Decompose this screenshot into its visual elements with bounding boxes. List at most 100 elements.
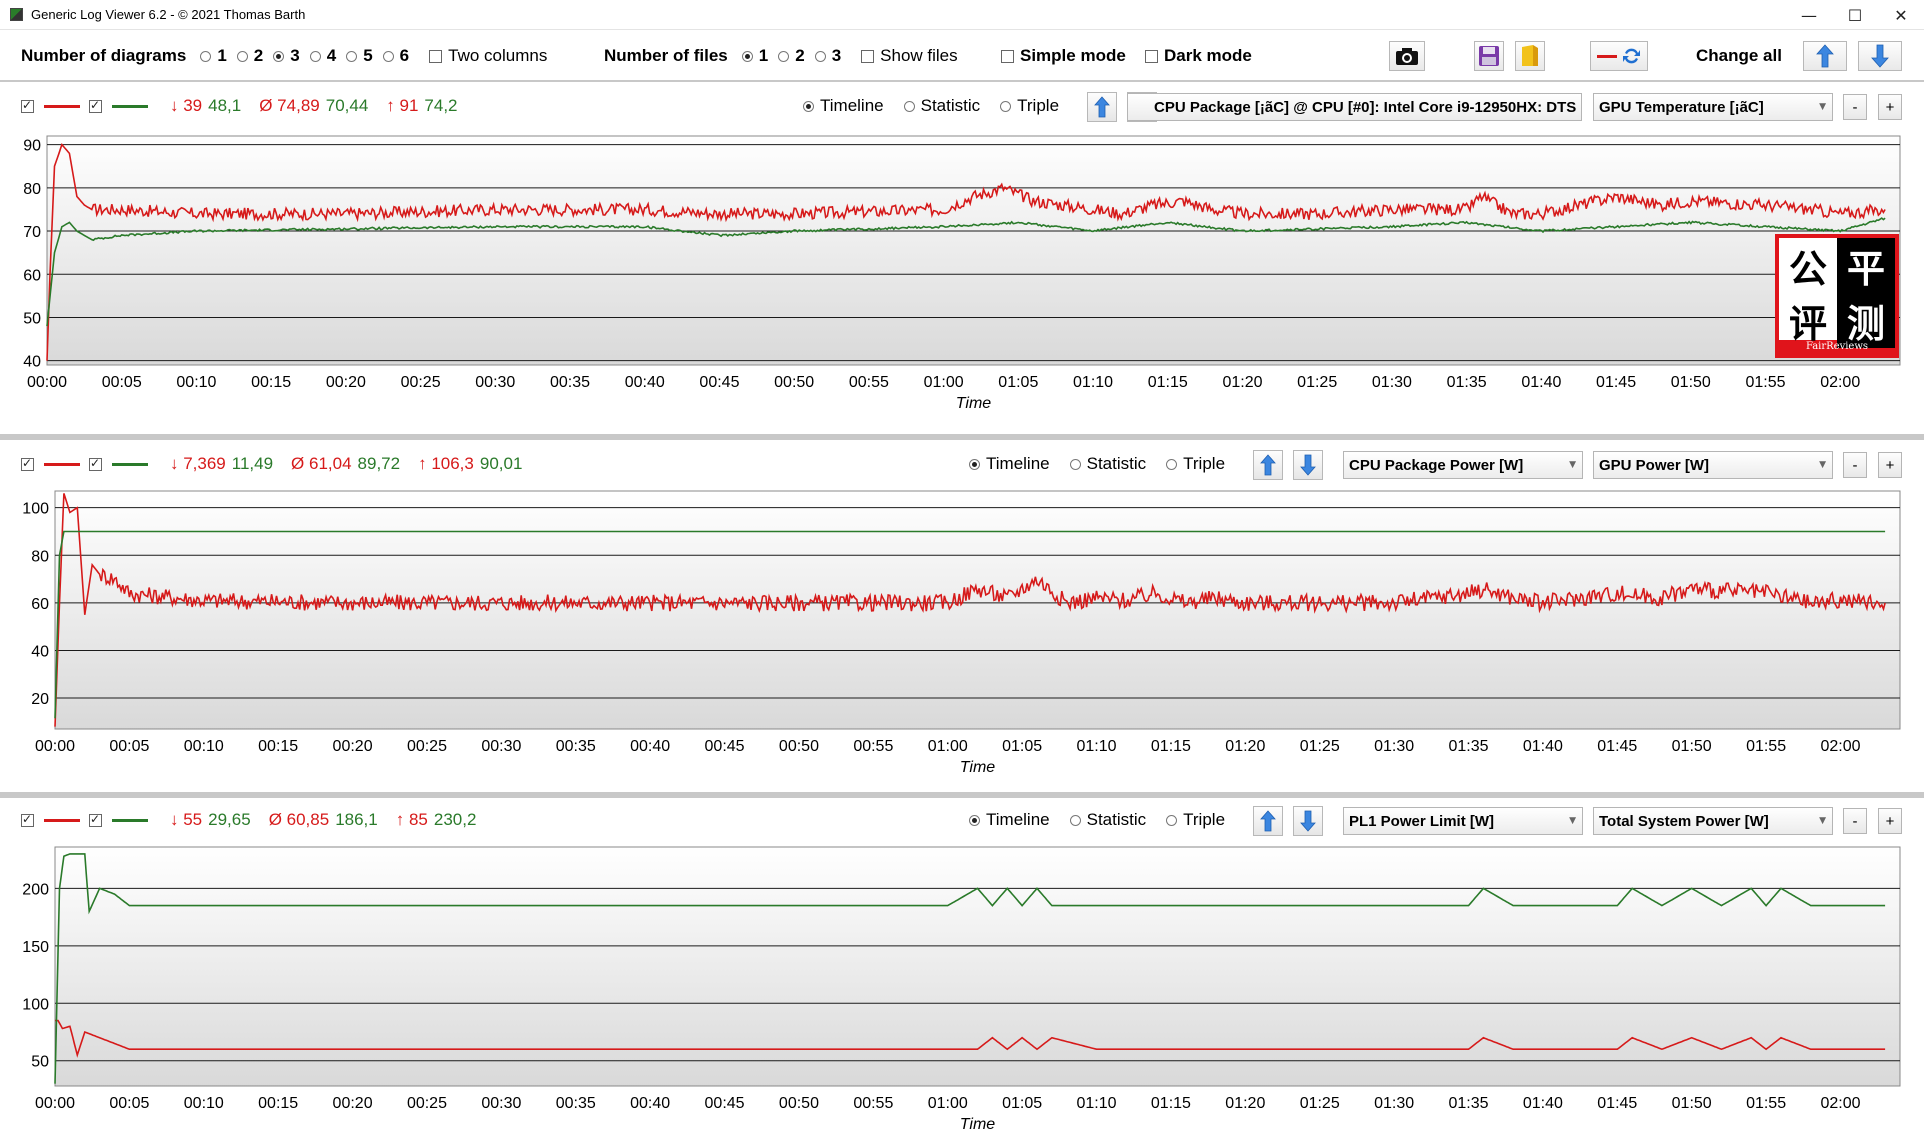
series-1-toggle[interactable] xyxy=(21,800,80,840)
y-tick-label: 50 xyxy=(31,1054,49,1071)
move-down-button[interactable] xyxy=(1293,806,1323,836)
checkbox-icon xyxy=(1145,49,1158,63)
series-2-select[interactable]: GPU Power [W] ▼ xyxy=(1593,451,1833,479)
arrow-down-icon xyxy=(1300,454,1316,476)
view-mode-group: Timeline Statistic Triple xyxy=(969,444,1245,484)
red-line-swatch xyxy=(44,818,80,822)
option-label: 4 xyxy=(326,46,337,65)
diagrams-group: Number of diagrams 1 2 3 4 5 6 Two colum… xyxy=(21,30,547,82)
mode-statistic-radio[interactable]: Statistic xyxy=(1069,810,1146,830)
x-tick-label: 01:15 xyxy=(1148,374,1188,391)
x-tick-label: 01:30 xyxy=(1372,374,1412,391)
logo-character: 测 xyxy=(1837,293,1895,348)
y-tick-label: 100 xyxy=(22,501,49,518)
change-all-up-button[interactable] xyxy=(1803,41,1847,71)
move-down-button[interactable] xyxy=(1293,450,1323,480)
move-up-button[interactable] xyxy=(1253,806,1283,836)
diagrams-option-2[interactable]: 2 xyxy=(236,46,263,66)
chart-1: 40 50 60 70 80 90 00:00 00:05 00:10 00:15 00:20 00:… xyxy=(23,135,1901,412)
x-tick-label: 00:10 xyxy=(184,1095,224,1112)
y-tick-label: 90 xyxy=(23,138,41,155)
x-tick-label: 01:00 xyxy=(928,1095,968,1112)
show-files-label: Show files xyxy=(880,46,958,65)
add-series-button[interactable]: + xyxy=(1878,452,1902,478)
diagrams-option-1[interactable]: 1 xyxy=(200,46,227,66)
move-up-button[interactable] xyxy=(1253,450,1283,480)
stat-max-series-1: ↑ 91 xyxy=(386,96,419,115)
screenshot-button[interactable] xyxy=(1389,41,1425,71)
mode-triple-radio[interactable]: Triple xyxy=(1166,810,1225,830)
mode-timeline-radio[interactable]: Timeline xyxy=(969,454,1050,474)
mode-timeline-radio[interactable]: Timeline xyxy=(969,810,1050,830)
x-tick-label: 00:30 xyxy=(475,374,515,391)
stat-avg-series-2: 70,44 xyxy=(325,96,369,115)
diagrams-option-3[interactable]: 3 xyxy=(273,46,300,66)
diagrams-option-4[interactable]: 4 xyxy=(309,46,337,66)
arrow-down-icon xyxy=(1300,810,1316,832)
move-up-button[interactable] xyxy=(1087,92,1117,122)
minimize-icon[interactable]: — xyxy=(1801,5,1817,25)
files-option-3[interactable]: 3 xyxy=(814,46,841,66)
radio-selected-icon xyxy=(803,100,814,112)
two-columns-checkbox[interactable]: Two columns xyxy=(429,46,547,66)
remove-series-button[interactable]: - xyxy=(1843,94,1867,120)
series-1-select[interactable]: CPU Package [¡ãC] @ CPU [#0]: Intel Core… xyxy=(1127,93,1582,121)
series-2-select[interactable]: Total System Power [W] ▼ xyxy=(1593,807,1833,835)
panel-separator xyxy=(0,792,1924,798)
x-tick-label: 01:40 xyxy=(1523,738,1563,755)
maximize-icon[interactable]: ☐ xyxy=(1847,5,1863,25)
view-mode-group: Timeline Statistic Triple xyxy=(969,800,1245,840)
series-1-select[interactable]: PL1 Power Limit [W] ▼ xyxy=(1343,807,1583,835)
dark-mode-checkbox[interactable]: Dark mode xyxy=(1145,30,1252,82)
series-2-toggle[interactable] xyxy=(89,86,148,126)
mode-statistic-radio[interactable]: Statistic xyxy=(903,96,980,116)
x-tick-label: 01:30 xyxy=(1374,1095,1414,1112)
x-tick-label: 00:20 xyxy=(326,374,366,391)
x-tick-label: 00:35 xyxy=(550,374,590,391)
window-title: Generic Log Viewer 6.2 - © 2021 Thomas B… xyxy=(31,7,306,22)
y-tick-label: 50 xyxy=(23,310,41,327)
files-option-1[interactable]: 1 xyxy=(741,46,768,66)
open-file-button[interactable] xyxy=(1515,41,1545,71)
mode-statistic-radio[interactable]: Statistic xyxy=(1069,454,1146,474)
checkbox-checked-icon xyxy=(89,456,102,471)
mode-triple-label: Triple xyxy=(1183,810,1226,829)
x-tick-label: 01:20 xyxy=(1225,738,1265,755)
simple-mode-checkbox[interactable]: Simple mode xyxy=(1001,30,1126,82)
mode-triple-radio[interactable]: Triple xyxy=(1166,454,1225,474)
add-series-button[interactable]: + xyxy=(1878,94,1902,120)
swap-colors-button[interactable] xyxy=(1590,41,1648,71)
series-line-2 xyxy=(54,853,1886,1084)
radio-icon xyxy=(1069,814,1081,826)
files-option-2[interactable]: 2 xyxy=(778,46,805,66)
series-1-toggle[interactable] xyxy=(21,444,80,484)
dark-mode-label: Dark mode xyxy=(1164,46,1252,65)
radio-selected-icon xyxy=(741,50,753,62)
show-files-checkbox[interactable]: Show files xyxy=(861,46,958,66)
remove-series-button[interactable]: - xyxy=(1843,452,1867,478)
radio-icon xyxy=(814,50,826,62)
series-1-toggle[interactable] xyxy=(21,86,80,126)
radio-icon xyxy=(1166,458,1178,470)
chevron-down-icon: ▼ xyxy=(1819,460,1826,470)
series-2-select[interactable]: GPU Temperature [¡ãC] ▼ xyxy=(1593,93,1833,121)
stat-avg-series-1: Ø 61,04 xyxy=(291,454,352,473)
add-series-button[interactable]: + xyxy=(1878,808,1902,834)
option-label: 5 xyxy=(363,46,373,65)
diagrams-option-5[interactable]: 5 xyxy=(346,46,373,66)
x-tick-label: 01:25 xyxy=(1300,1095,1340,1112)
series-1-select[interactable]: CPU Package Power [W] ▼ xyxy=(1343,451,1583,479)
close-icon[interactable]: ✕ xyxy=(1894,5,1908,25)
mode-timeline-radio[interactable]: Timeline xyxy=(803,96,884,116)
series-2-toggle[interactable] xyxy=(89,800,148,840)
series-2-toggle[interactable] xyxy=(89,444,148,484)
x-tick-label: 00:25 xyxy=(407,738,447,755)
diagrams-option-6[interactable]: 6 xyxy=(382,46,409,66)
checkbox-checked-icon xyxy=(21,98,34,113)
change-all-down-button[interactable] xyxy=(1858,41,1902,71)
x-tick-label: 00:10 xyxy=(176,374,216,391)
remove-series-button[interactable]: - xyxy=(1843,808,1867,834)
series-stats: ↓ 7,369 11,49 Ø 61,04 89,72 ↑ 106,3 90,01 xyxy=(170,444,522,484)
mode-triple-radio[interactable]: Triple xyxy=(1000,96,1059,116)
save-button[interactable] xyxy=(1474,41,1504,71)
